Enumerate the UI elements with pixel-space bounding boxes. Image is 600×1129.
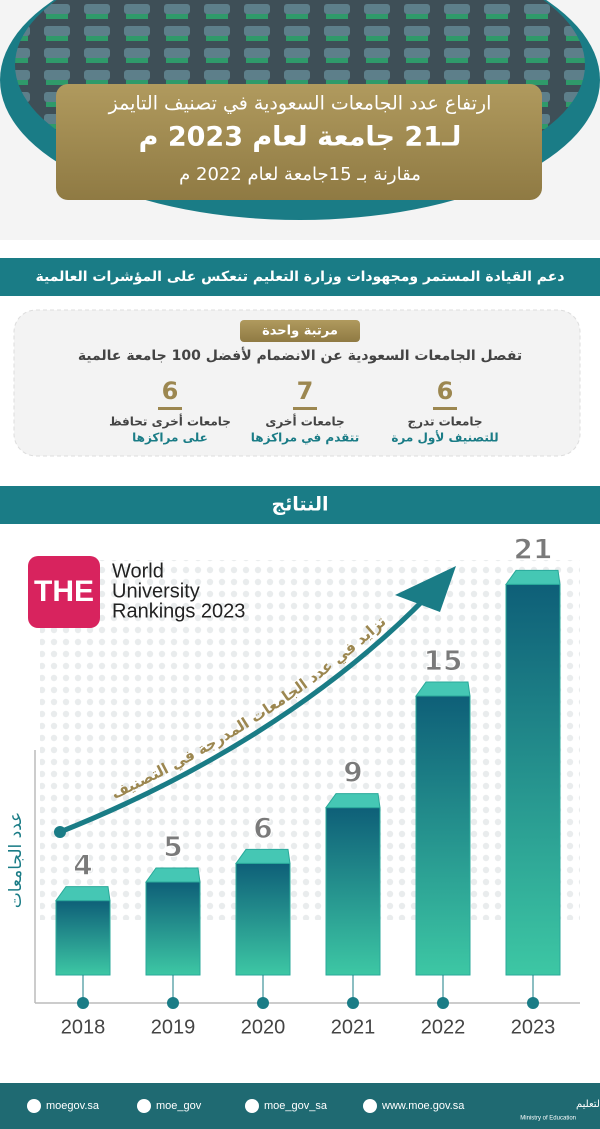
banner-text: دعم القيادة المستمر ومجهودات وزارة التعل… [35,269,564,285]
map-dots [40,560,580,920]
stat-number: 6 [162,377,179,405]
x-dot [437,997,449,1009]
ministry-en: Ministry of Education [520,1116,576,1122]
stat-text: للتصنيف لأول مرة [391,430,498,446]
header-line: لـ21 جامعة لعام 2023 م [139,122,462,153]
instagram-icon [137,1099,151,1113]
ranking-text: تفصل الجامعات السعودية عن الانضمام لأفضل… [78,347,522,364]
value-label: 9 [343,756,362,789]
results-heading: النتائج [271,494,328,516]
web-icon [363,1099,377,1113]
stat-number: 7 [297,377,314,405]
bar [145,881,201,976]
x-dot [347,997,359,1009]
x-dot [77,997,89,1009]
bar [325,807,381,976]
stat-underline [433,407,457,410]
stat-number: 6 [437,377,454,405]
y-axis-label: عدد الجامعات [6,812,26,909]
bar [415,695,471,976]
value-label: 5 [163,830,182,863]
twitter-icon [245,1099,259,1113]
logo-mark: THE [34,575,94,608]
badge [240,320,360,342]
x-dot [257,997,269,1009]
bar-top [505,569,561,585]
value-label: 15 [424,644,463,677]
x-tick-label: 2020 [241,1016,286,1038]
stat-underline [293,407,317,410]
x-tick-label: 2021 [331,1016,376,1038]
stat-underline [158,407,182,410]
stat-text: تتقدم في مراكزها [251,431,359,446]
header-line: ارتفاع عدد الجامعات السعودية في تصنيف ال… [108,93,492,115]
logo-text: World [112,560,164,582]
bar-top [235,848,291,864]
results-bar [0,486,600,524]
value-label: 4 [73,849,92,882]
footer [0,1083,600,1129]
ministry-ar: وزارة التعليم [576,1099,600,1110]
logo-mark-bg [28,556,100,628]
bar [235,862,291,976]
stat-text: على مراكزها [132,431,208,445]
footer-link[interactable]: www.moe.gov.sa [381,1100,465,1112]
bar-top [415,681,471,697]
bar [505,583,561,976]
x-tick-label: 2022 [421,1016,466,1038]
footer-link[interactable]: moegov.sa [46,1100,100,1112]
x-tick-label: 2019 [151,1016,196,1038]
trend-arrow [59,583,440,835]
header-box [56,84,542,200]
bar-top [325,793,381,809]
ranking-box [13,309,581,457]
header-line: مقارنة بـ 15جامعة لعام 2022 م [179,164,421,185]
arrow-head [395,566,456,612]
bar-top [55,886,111,902]
stat-text: جامعات تدرج [407,415,482,429]
arrow-start [54,826,66,838]
value-label: 6 [253,811,272,844]
logo-text: University [112,580,200,602]
x-tick-label: 2023 [511,1016,556,1038]
stat-text: جامعات أخرى [265,414,344,429]
x-dot [167,997,179,1009]
banner [0,258,600,296]
bar-top [145,867,201,883]
x-dot [527,997,539,1009]
footer-link[interactable]: moe_gov [156,1100,202,1112]
footer-link[interactable]: moe_gov_sa [264,1100,328,1112]
facebook-icon [27,1099,41,1113]
value-label: 21 [514,532,553,565]
logo-text: Rankings 2023 [112,600,245,622]
bar [55,900,111,976]
x-tick-label: 2018 [61,1016,106,1038]
badge-text: مرتبة واحدة [262,324,338,339]
stat-text: جامعات أخرى تحافظ [109,414,231,429]
